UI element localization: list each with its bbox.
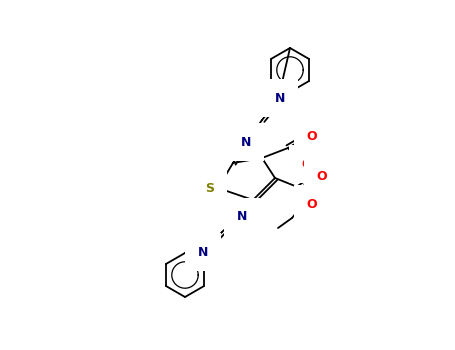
Text: S: S: [206, 182, 214, 195]
Text: N: N: [237, 210, 247, 224]
Text: N: N: [275, 91, 285, 105]
Text: O: O: [302, 158, 312, 170]
Text: N: N: [241, 135, 251, 148]
Text: O: O: [317, 169, 327, 182]
Text: O: O: [307, 197, 317, 210]
Text: O: O: [307, 130, 317, 142]
Text: N: N: [198, 245, 208, 259]
